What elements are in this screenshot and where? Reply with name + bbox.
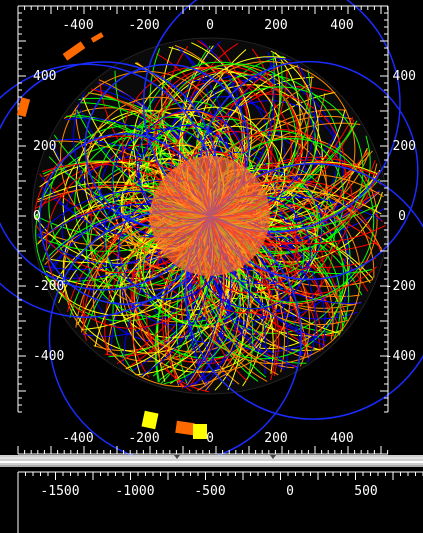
left-ruler: 400 200 0 -200 -400 — [17, 5, 64, 413]
yellow-hit — [141, 410, 159, 430]
right-tick-label: -400 — [385, 349, 416, 364]
right-tick-label: 400 — [393, 69, 416, 84]
track-curve — [133, 215, 292, 373]
top-ruler: -400 -200 0 200 400 — [17, 5, 389, 33]
bottom-tick-label: -400 — [62, 431, 93, 446]
bottom-tick-label: 400 — [330, 431, 353, 446]
view-splitter[interactable] — [0, 455, 423, 467]
orange-hit — [62, 41, 86, 61]
top-tick-label: 200 — [264, 18, 287, 33]
side-tick-label: -500 — [194, 484, 225, 499]
right-ruler: 400 200 0 -200 -400 — [380, 5, 416, 413]
bottom-ruler: -400 -200 0 200 400 — [17, 431, 389, 455]
outer-hits — [16, 32, 207, 439]
blue-track-curve — [184, 162, 423, 420]
side-tick-label: -1500 — [40, 484, 79, 499]
top-view-panel[interactable] — [0, 0, 423, 464]
track-curve — [45, 159, 216, 329]
blue-track-curve — [142, 0, 401, 233]
side-tick-label: 0 — [286, 484, 294, 499]
track-curve — [208, 162, 336, 290]
orange-hit — [175, 420, 195, 436]
bottom-tick-label: -200 — [128, 431, 159, 446]
top-tick-label: -200 — [128, 18, 159, 33]
yellow-hit — [193, 424, 207, 439]
top-tick-label: -400 — [62, 18, 93, 33]
bottom-tick-label: 0 — [206, 431, 214, 446]
orange-hit — [90, 32, 104, 43]
left-tick-label: -200 — [33, 279, 64, 294]
splitter-marker-icon — [174, 455, 180, 459]
track-curve — [158, 63, 316, 222]
track-curve — [185, 188, 361, 365]
left-tick-label: 400 — [33, 69, 56, 84]
left-tick-label: -400 — [33, 349, 64, 364]
orange-hit — [16, 97, 31, 117]
side-tick-label: -1000 — [115, 484, 154, 499]
bottom-tick-label: 200 — [264, 431, 287, 446]
right-tick-label: 0 — [398, 209, 406, 224]
track-curve — [207, 128, 353, 274]
dense-core — [150, 156, 270, 276]
left-tick-label: 200 — [33, 139, 56, 154]
track-curve — [85, 96, 230, 240]
top-tick-label: 400 — [330, 18, 353, 33]
splitter-marker-icon — [270, 455, 276, 459]
side-view-ruler: -1500 -1000 -500 0 500 — [17, 471, 423, 499]
side-tick-label: 500 — [354, 484, 377, 499]
track-curve — [122, 66, 273, 218]
top-tick-label: 0 — [206, 18, 214, 33]
left-tick-label: 0 — [33, 209, 41, 224]
track-layer — [0, 0, 423, 464]
track-curve — [86, 183, 221, 318]
right-tick-label: -200 — [385, 279, 416, 294]
right-tick-label: 200 — [393, 139, 416, 154]
